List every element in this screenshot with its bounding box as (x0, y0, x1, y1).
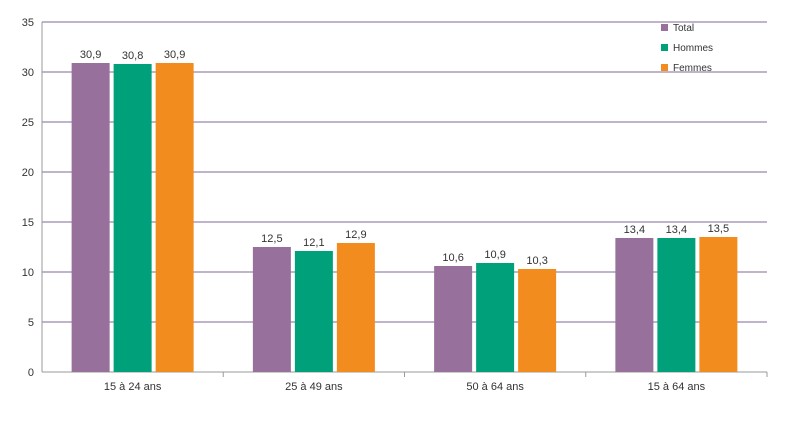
bar-hommes (476, 263, 515, 372)
data-label: 30,9 (164, 49, 185, 61)
bar-femmes (336, 243, 375, 372)
bar-hommes (657, 238, 696, 372)
bar-hommes (113, 64, 152, 372)
y-tick-label: 5 (28, 317, 34, 329)
x-category-label: 15 à 24 ans (104, 381, 162, 393)
data-label: 30,8 (122, 50, 143, 62)
x-category-label: 25 à 49 ans (285, 381, 343, 393)
bar-femmes (699, 237, 738, 372)
bar-total (252, 247, 291, 372)
y-tick-label: 35 (22, 17, 34, 29)
y-tick-label: 25 (22, 117, 34, 129)
data-label: 10,9 (484, 249, 505, 261)
legend-swatch-hommes (661, 44, 668, 51)
legend-swatch-total (661, 24, 668, 31)
y-tick-label: 30 (22, 67, 34, 79)
bar-total (71, 63, 110, 372)
legend-label: Hommes (673, 43, 713, 54)
y-tick-label: 0 (28, 367, 34, 379)
bar-total (434, 266, 473, 372)
data-label: 13,4 (666, 224, 687, 236)
x-category-label: 15 à 64 ans (648, 381, 706, 393)
legend-swatch-femmes (661, 64, 668, 71)
data-label: 13,5 (708, 223, 729, 235)
data-label: 12,9 (345, 229, 366, 241)
data-label: 12,5 (261, 233, 282, 245)
bar-femmes (155, 63, 194, 372)
data-label: 10,6 (442, 252, 463, 264)
y-tick-label: 10 (22, 267, 34, 279)
y-tick-label: 15 (22, 217, 34, 229)
x-category-label: 50 à 64 ans (466, 381, 524, 393)
bar-femmes (518, 269, 557, 372)
y-tick-label: 20 (22, 167, 34, 179)
legend-label: Femmes (673, 63, 712, 74)
bar-hommes (294, 251, 333, 372)
bar-total (615, 238, 654, 372)
data-label: 30,9 (80, 49, 101, 61)
data-label: 13,4 (624, 224, 645, 236)
data-label: 12,1 (303, 237, 324, 249)
legend-label: Total (673, 23, 694, 34)
data-label: 10,3 (526, 255, 547, 267)
